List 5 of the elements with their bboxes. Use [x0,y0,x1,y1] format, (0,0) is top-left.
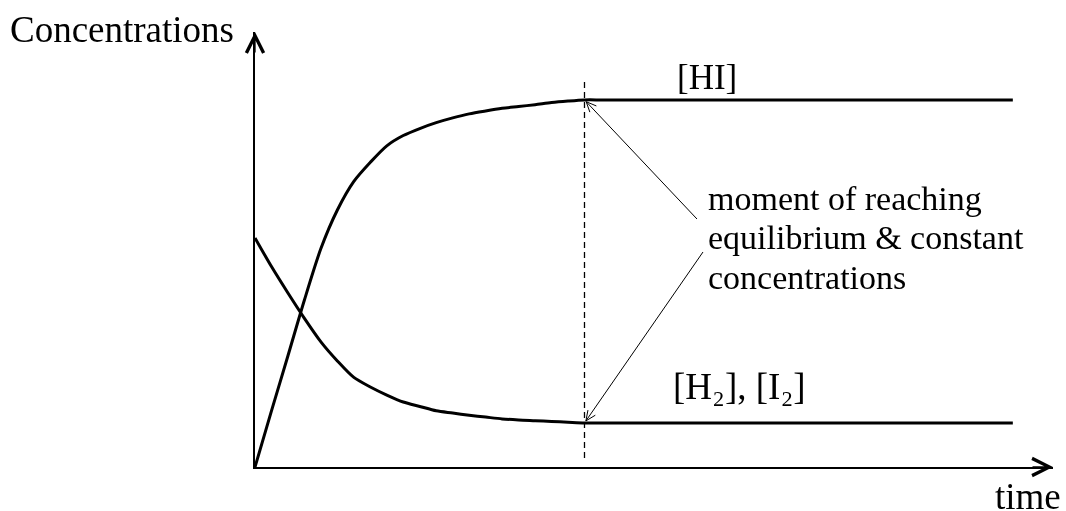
annotation: moment of reaching equilibrium & constant concentrations [708,180,1024,296]
series-label: [HI] [677,58,738,97]
series-label: [H₂], [I₂] [673,366,806,407]
y-axis-title: Concentrations [10,9,235,50]
x-axis-title: time [995,476,1061,511]
